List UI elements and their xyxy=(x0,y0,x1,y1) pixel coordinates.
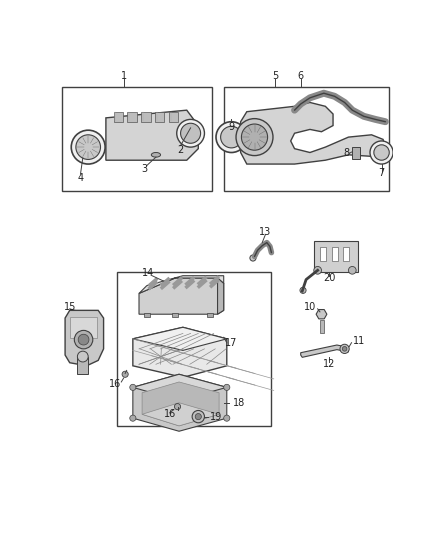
Circle shape xyxy=(236,119,273,156)
Text: 1: 1 xyxy=(120,70,127,80)
Polygon shape xyxy=(240,102,385,164)
Text: 4: 4 xyxy=(78,173,84,183)
Circle shape xyxy=(78,334,89,345)
Text: 17: 17 xyxy=(225,338,237,348)
Bar xyxy=(320,247,326,261)
Polygon shape xyxy=(139,276,224,294)
Polygon shape xyxy=(139,278,224,314)
Circle shape xyxy=(374,145,389,160)
Bar xyxy=(127,112,137,123)
Bar xyxy=(62,87,212,191)
Circle shape xyxy=(71,130,105,164)
Bar xyxy=(320,320,324,334)
Bar xyxy=(117,272,272,426)
Circle shape xyxy=(122,371,128,377)
Text: 20: 20 xyxy=(323,273,336,283)
Circle shape xyxy=(174,403,180,410)
Text: 5: 5 xyxy=(272,70,279,80)
Circle shape xyxy=(250,255,256,261)
Text: 7: 7 xyxy=(378,168,385,179)
Circle shape xyxy=(224,384,230,391)
Bar xyxy=(141,112,151,123)
Circle shape xyxy=(74,330,93,349)
Bar xyxy=(155,112,164,123)
Circle shape xyxy=(180,123,201,143)
Text: 14: 14 xyxy=(142,269,154,278)
Bar xyxy=(113,112,123,123)
Circle shape xyxy=(195,414,201,419)
Circle shape xyxy=(224,415,230,421)
Bar xyxy=(70,317,97,338)
Circle shape xyxy=(241,124,268,150)
Text: 15: 15 xyxy=(64,302,76,312)
Ellipse shape xyxy=(151,152,161,157)
Circle shape xyxy=(300,287,306,294)
Circle shape xyxy=(216,122,247,152)
Bar xyxy=(352,147,360,159)
Polygon shape xyxy=(218,278,224,314)
Bar xyxy=(169,112,178,123)
Text: 10: 10 xyxy=(304,302,316,312)
Text: 8: 8 xyxy=(344,148,350,158)
Bar xyxy=(332,247,338,261)
Bar xyxy=(144,313,150,317)
Polygon shape xyxy=(316,310,327,319)
Text: 3: 3 xyxy=(141,165,148,174)
Polygon shape xyxy=(106,110,198,160)
Bar xyxy=(172,313,178,317)
Circle shape xyxy=(340,344,349,353)
Text: 13: 13 xyxy=(259,227,272,237)
Text: 19: 19 xyxy=(210,411,222,422)
Polygon shape xyxy=(142,403,219,426)
Circle shape xyxy=(349,266,356,274)
Polygon shape xyxy=(133,374,227,431)
Circle shape xyxy=(76,135,100,159)
Circle shape xyxy=(130,384,136,391)
Bar xyxy=(314,241,358,272)
Circle shape xyxy=(130,415,136,421)
Text: 9: 9 xyxy=(228,122,234,132)
Bar xyxy=(78,357,88,374)
Text: 12: 12 xyxy=(323,359,336,369)
Bar xyxy=(343,247,349,261)
Circle shape xyxy=(314,266,321,274)
Polygon shape xyxy=(301,345,349,357)
Circle shape xyxy=(342,346,347,351)
Polygon shape xyxy=(133,374,227,400)
Circle shape xyxy=(177,119,205,147)
Polygon shape xyxy=(133,327,227,350)
Text: 11: 11 xyxy=(353,336,365,346)
Circle shape xyxy=(370,141,393,164)
Circle shape xyxy=(221,126,242,148)
Text: 16: 16 xyxy=(109,378,121,389)
Text: 2: 2 xyxy=(177,145,184,155)
Text: 6: 6 xyxy=(298,70,304,80)
Circle shape xyxy=(78,351,88,362)
Bar xyxy=(207,313,213,317)
Polygon shape xyxy=(142,382,219,426)
Text: 18: 18 xyxy=(233,398,245,408)
Text: 16: 16 xyxy=(164,409,176,419)
Bar xyxy=(224,87,389,191)
Circle shape xyxy=(192,410,205,423)
Polygon shape xyxy=(133,327,227,377)
Polygon shape xyxy=(65,310,103,366)
